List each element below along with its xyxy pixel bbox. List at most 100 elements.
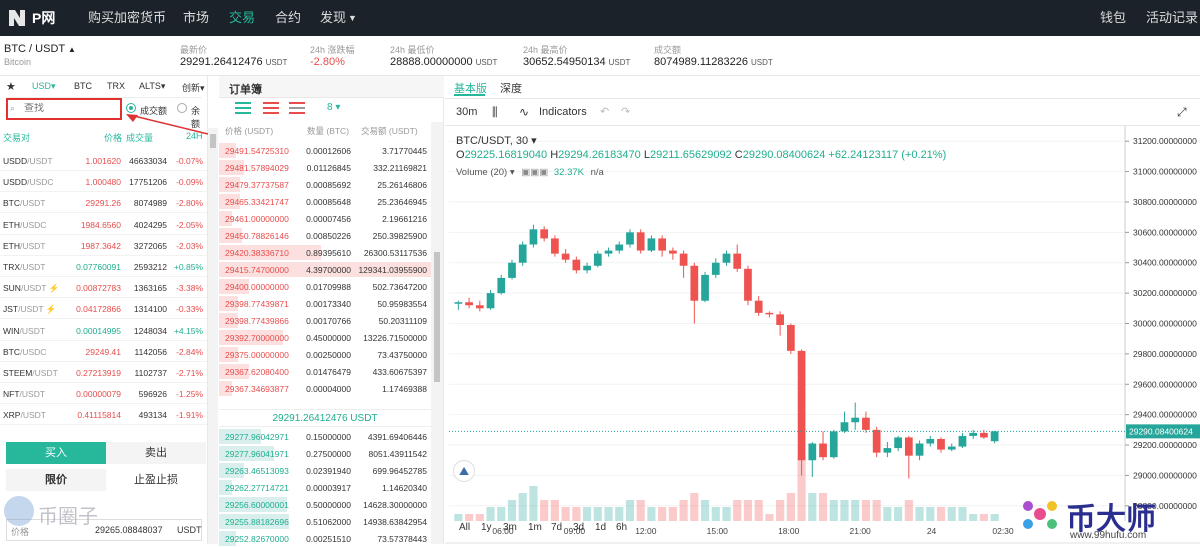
candle-body bbox=[990, 431, 999, 442]
order-row[interactable]: 29392.70000000 0.45000000 13226.71500000 bbox=[219, 329, 431, 346]
order-row[interactable]: 29256.60000001 0.50000000 14628.30000000 bbox=[219, 496, 431, 513]
volume-bar bbox=[647, 507, 656, 521]
order-row[interactable]: 29465.33421747 0.00085648 25.23646945 bbox=[219, 193, 431, 210]
nav-contract[interactable]: 合约 bbox=[275, 10, 302, 25]
range-button[interactable]: 1d bbox=[595, 522, 607, 533]
favorites-star-icon[interactable]: ★ bbox=[6, 81, 16, 93]
market-row[interactable]: ETH/USDC 1984.6560 4024295 -2.05% bbox=[0, 214, 207, 235]
market-row[interactable]: SUN/USDT ⚡ 0.00872783 1363165 -3.38% bbox=[0, 277, 207, 299]
range-button[interactable]: 3d bbox=[573, 522, 585, 533]
book-bids-icon[interactable] bbox=[289, 102, 305, 114]
order-row[interactable]: 29262.27714721 0.00003917 1.14620340 bbox=[219, 479, 431, 496]
undo-icon[interactable]: ↶ bbox=[600, 106, 610, 118]
range-button[interactable]: 7d bbox=[551, 522, 563, 533]
volume-bar bbox=[894, 507, 903, 521]
buy-tab[interactable]: 买入 bbox=[6, 442, 106, 464]
candle-type-icon[interactable]: ⫼ bbox=[492, 105, 498, 119]
price-field[interactable]: 价格 29265.08848037 USDT bbox=[6, 519, 202, 541]
chart-panel: 基本版 深度 30m ⫼ ∿ Indicators ↶ ↷ ⤢ 28800.00… bbox=[445, 76, 1200, 544]
nav-discover[interactable]: 发现 bbox=[320, 10, 347, 25]
volume-bar bbox=[625, 500, 635, 521]
limit-tab[interactable]: 限价 bbox=[6, 469, 106, 491]
market-tab[interactable]: BTC bbox=[74, 81, 92, 91]
order-row[interactable]: 29375.00000000 0.00250000 73.43750000 bbox=[219, 346, 431, 363]
order-row[interactable]: 29461.00000000 0.00007456 2.19661216 bbox=[219, 210, 431, 227]
search-box[interactable]: ⌕ bbox=[6, 98, 122, 120]
order-row[interactable]: 29367.34693877 0.00004000 1.17469388 bbox=[219, 380, 431, 397]
pair-title[interactable]: BTC / USDT ▲ bbox=[4, 43, 76, 55]
pair-name: USDD/USDT bbox=[3, 156, 53, 166]
range-button[interactable]: 1y bbox=[481, 522, 492, 533]
chart-symbol[interactable]: BTC/USDT, 30 ▾ bbox=[456, 135, 537, 147]
tradingview-logo-icon[interactable]: ⛰ bbox=[453, 460, 475, 482]
order-row[interactable]: 29277.96041971 0.27500000 8051.43911542 bbox=[219, 445, 431, 462]
price-field-unit: USDT bbox=[177, 525, 202, 535]
market-row[interactable]: BTC/USDC 29249.41 1142056 -2.84% bbox=[0, 341, 207, 362]
order-row[interactable]: 29415.74700000 4.39700000 129341.03955900 bbox=[219, 261, 431, 278]
indicators-button[interactable]: Indicators bbox=[539, 106, 587, 118]
search-input[interactable] bbox=[24, 103, 114, 114]
tab-basic[interactable]: 基本版 bbox=[454, 83, 487, 95]
market-tab[interactable]: TRX bbox=[107, 81, 125, 91]
nav-activity[interactable]: 活动记录 bbox=[1146, 10, 1199, 25]
market-tab[interactable]: ALTS▾ bbox=[139, 81, 166, 91]
nav-wallet[interactable]: 钱包 bbox=[1100, 10, 1127, 25]
market-row[interactable]: TRX/USDT 0.07760091 2593212 +0.85% bbox=[0, 256, 207, 277]
range-button[interactable]: All bbox=[459, 522, 471, 533]
market-scrollbar[interactable] bbox=[208, 128, 218, 544]
order-row[interactable]: 29450.78826146 0.00850226 250.39825900 bbox=[219, 227, 431, 244]
market-row[interactable]: USDD/USDC 1.000480 17751206 -0.09% bbox=[0, 171, 207, 193]
range-button[interactable]: 6h bbox=[616, 522, 628, 533]
sell-tab[interactable]: 卖出 bbox=[106, 442, 206, 464]
market-row[interactable]: XRP/USDT 0.41115814 493134 -1.91% bbox=[0, 404, 207, 426]
order-row[interactable]: 29263.46513093 0.02391940 699.96452785 bbox=[219, 462, 431, 479]
book-both-icon[interactable] bbox=[235, 102, 251, 114]
indicators-icon[interactable]: ∿ bbox=[519, 105, 530, 119]
market-row[interactable]: JST/USDT ⚡ 0.04172866 1314100 -0.33% bbox=[0, 298, 207, 320]
stop-tab[interactable]: 止盈止损 bbox=[134, 474, 178, 486]
order-row[interactable]: 29491.54725310 0.00012606 3.71770445 bbox=[219, 142, 431, 159]
order-row[interactable]: 29398.77439871 0.00173340 50.95983554 bbox=[219, 295, 431, 312]
radio-balance[interactable] bbox=[177, 103, 187, 113]
market-row[interactable]: STEEM/USDT 0.27213919 1102737 -2.71% bbox=[0, 362, 207, 383]
candlestick-chart[interactable]: 28800.00000000 29000.00000000 29200.000000… bbox=[445, 126, 1200, 544]
market-header[interactable]: 成交量 bbox=[126, 133, 154, 143]
range-button[interactable]: 1m bbox=[528, 522, 542, 533]
orderbook-scrollbar[interactable] bbox=[431, 122, 443, 544]
order-row[interactable]: 29400.00000000 0.01709988 502.73647200 bbox=[219, 278, 431, 295]
pair-quote: /USDT bbox=[19, 389, 46, 400]
order-row[interactable]: 29479.37737587 0.00085692 25.26146806 bbox=[219, 176, 431, 193]
market-row[interactable]: BTC/USDT 29291.26 8074989 -2.80% bbox=[0, 192, 207, 214]
market-tab[interactable]: 创新▾ bbox=[182, 83, 205, 93]
radio-volume[interactable] bbox=[126, 103, 136, 113]
order-row[interactable]: 29481.57894029 0.01126845 332.21169821 bbox=[219, 159, 431, 176]
tab-depth[interactable]: 深度 bbox=[500, 83, 522, 95]
market-row[interactable]: USDD/USDT 1.001620 46633034 -0.07% bbox=[0, 150, 207, 171]
market-row[interactable]: NFT/USDT 0.00000079 596926 -1.25% bbox=[0, 383, 207, 405]
depth-bar bbox=[219, 262, 431, 277]
logo-icon[interactable] bbox=[8, 9, 26, 27]
order-row[interactable]: 29398.77439866 0.00170766 50.20311109 bbox=[219, 312, 431, 329]
candle-body bbox=[754, 300, 763, 313]
interval-button[interactable]: 30m bbox=[456, 106, 478, 118]
book-asks-icon[interactable] bbox=[263, 102, 279, 114]
range-button[interactable]: 3m bbox=[503, 522, 517, 533]
nav-buy-crypto[interactable]: 购买加密货币 bbox=[88, 10, 167, 25]
order-row[interactable]: 29252.82670000 0.00251510 73.57378443 bbox=[219, 530, 431, 547]
market-header[interactable]: 交易对 bbox=[3, 133, 31, 143]
market-row[interactable]: ETH/USDT 1987.3642 3272065 -2.03% bbox=[0, 235, 207, 256]
depth-select[interactable]: 8 ▾ bbox=[327, 102, 341, 113]
order-row[interactable]: 29255.88182696 0.51062000 14938.63842954 bbox=[219, 513, 431, 530]
order-row[interactable]: 29277.96042971 0.15000000 4391.69406446 bbox=[219, 428, 431, 445]
market-header[interactable]: 24H bbox=[186, 131, 203, 141]
fullscreen-icon[interactable]: ⤢ bbox=[1177, 105, 1187, 119]
market-tab[interactable]: USD▾ bbox=[32, 81, 56, 91]
redo-icon[interactable]: ↷ bbox=[621, 106, 631, 118]
nav-trade[interactable]: 交易 bbox=[229, 10, 256, 25]
market-row[interactable]: WIN/USDT 0.00014995 1248034 +4.15% bbox=[0, 320, 207, 341]
brand-name[interactable]: P网 bbox=[32, 10, 56, 26]
order-row[interactable]: 29420.38336710 0.89395610 26300.53117536 bbox=[219, 244, 431, 261]
market-header[interactable]: 价格 bbox=[104, 133, 123, 143]
nav-market[interactable]: 市场 bbox=[183, 10, 210, 25]
order-row[interactable]: 29367.62080400 0.01476479 433.60675397 bbox=[219, 363, 431, 380]
